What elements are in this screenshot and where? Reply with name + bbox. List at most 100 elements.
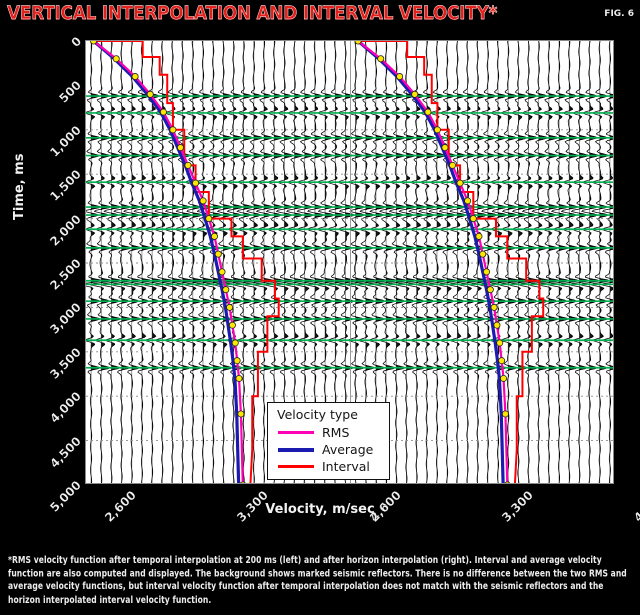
velocity-control-point [233,357,241,365]
trace-wiggle [467,41,490,483]
velocity-control-point [131,73,139,81]
trace-wiggle [99,41,122,483]
velocity-curves-layer [90,41,545,483]
legend-swatch-rms [278,431,314,434]
trace-wiggle [457,41,479,483]
trace-wiggle [384,41,407,483]
trace-wiggle [487,41,511,483]
velocity-control-point [424,108,432,116]
trace-fill [192,41,205,483]
chart-container: Time, ms 0 500 1,000 1,500 2,000 2,500 3,000 3,… [12,32,640,525]
average-velocity-curve [92,41,241,483]
trace-fill [487,41,500,483]
velocity-control-point [222,286,230,294]
trace-fill [589,41,599,483]
trace-wiggle [589,41,611,483]
trace-fill [141,41,152,483]
velocity-control-point [479,250,487,258]
velocity-control-point [218,268,226,276]
y-axis-tick: 4,000 [47,389,84,426]
page-title: VERTICAL INTERPOLATION AND INTERVAL VELO… [7,2,498,25]
velocity-control-point [199,197,207,205]
velocity-control-point [490,303,498,311]
trace-wiggle [415,41,437,483]
trace-fill [579,41,589,483]
y-axis-tick: 3,000 [47,300,84,338]
trace-wiggle [109,41,132,483]
velocity-control-point [449,161,457,169]
trace-wiggle [182,41,206,483]
velocity-control-point [192,179,200,187]
velocity-control-point [210,232,218,240]
y-axis-tick: 1,500 [47,167,84,204]
trace-fill [569,41,579,483]
velocity-control-point [159,108,167,116]
trace-fill [447,41,457,483]
legend-item: Average [276,441,383,458]
legend-swatch-average [278,447,314,452]
trace-wiggle [404,41,427,483]
velocity-control-point [205,215,213,223]
plot-area [85,40,614,484]
y-axis-tick: 1,000 [47,122,84,160]
velocity-control-point [441,144,449,152]
velocity-control-point [235,374,243,382]
velocity-control-point [377,55,385,63]
y-axis-tick: 2,000 [47,211,84,249]
velocity-seismic-plot [86,41,613,483]
trace-wiggle [516,41,541,483]
legend-label: Interval [322,459,370,474]
trace-wiggle [162,41,184,483]
velocity-control-point [226,303,234,311]
y-axis-tick: 0 [68,34,84,50]
velocity-control-point [184,161,192,169]
velocity-control-point [90,41,98,45]
trace-wiggle [211,41,236,483]
trace-wiggle [546,41,570,483]
trace-fill [131,41,141,483]
trace-wiggle [120,41,142,483]
velocity-control-point [483,268,491,276]
trace-wiggle [567,41,590,483]
velocity-control-point [469,215,477,223]
velocity-control-point [486,286,494,294]
trace-wiggle [141,41,163,483]
legend-label: RMS [322,425,350,440]
figure-header: VERTICAL INTERPOLATION AND INTERVAL VELO… [0,0,640,30]
figure-caption: *RMS velocity function after temporal in… [8,554,627,605]
velocity-control-point [214,250,222,258]
velocity-control-point [176,144,184,152]
y-axis-tick: 2,500 [47,256,84,293]
y-axis-title: Time, ms [12,153,27,220]
interval-velocity-curve [358,41,545,483]
average-velocity-curve [357,41,505,483]
velocity-control-point [354,41,362,45]
legend-items: RMS Average Interval [276,424,383,475]
figure-number: FIG. 6 [604,9,634,19]
velocity-control-point [464,197,472,205]
legend-item: Interval [276,458,383,475]
legend-swatch-interval [278,465,314,468]
trace-wiggle [578,41,600,483]
trace-wiggle [251,41,275,483]
trace-wiggle [89,41,112,483]
velocity-control-point [475,232,483,240]
trace-wiggle [599,41,613,483]
trace-wiggle [152,41,174,483]
trace-wiggle [192,41,216,483]
velocity-control-point [501,410,509,418]
trace-wiggle [446,41,469,483]
rms-velocity-curve [92,41,244,483]
y-axis-tick: 4,500 [47,433,84,471]
trace-wiggle [436,41,458,483]
legend: Velocity type RMS Average Interval [267,402,390,480]
rms-velocity-curve [357,41,509,483]
velocity-control-point [498,357,506,365]
velocity-control-point [237,410,245,418]
velocity-control-point [239,481,246,483]
trace-wiggle [497,41,521,483]
velocity-control-point [504,481,511,483]
trace-wiggle [425,41,448,483]
trace-fill [202,41,215,483]
